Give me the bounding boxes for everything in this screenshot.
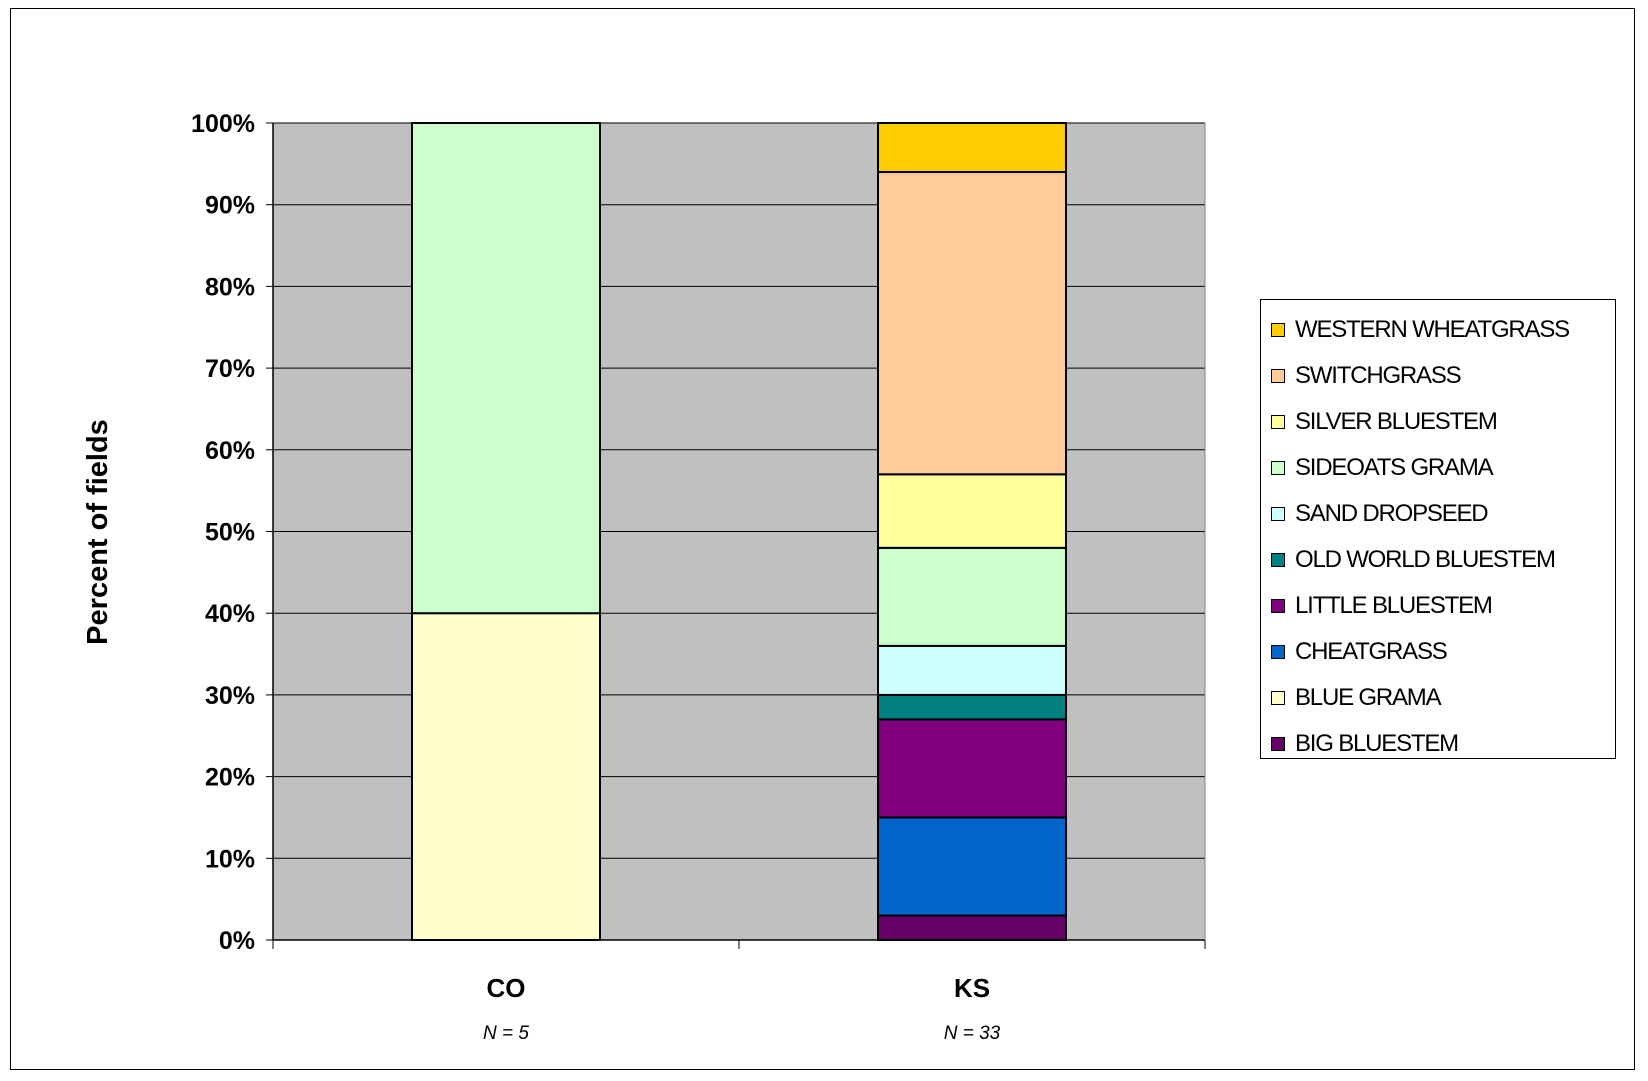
y-tick-label: 50% <box>205 519 255 547</box>
legend-label: BLUE GRAMA <box>1295 684 1442 711</box>
bar-segment-co-blue-grama <box>411 612 601 941</box>
legend-label: WESTERN WHEATGRASS <box>1295 316 1570 343</box>
sample-size-label: N = 5 <box>483 1023 529 1044</box>
bar-segment-ks-cheatgrass <box>877 816 1067 917</box>
legend-swatch <box>1271 691 1285 705</box>
legend-label: OLD WORLD BLUESTEM <box>1295 546 1556 573</box>
legend-swatch <box>1271 645 1285 659</box>
y-tick-label: 20% <box>205 764 255 792</box>
legend-swatch <box>1271 461 1285 475</box>
bars <box>411 122 1067 941</box>
legend-label: CHEATGRASS <box>1295 638 1448 665</box>
legend-item: WESTERN WHEATGRASS <box>1261 307 1615 353</box>
y-tick-label: 70% <box>205 355 255 383</box>
legend-swatch <box>1271 737 1285 751</box>
legend-swatch <box>1271 507 1285 521</box>
y-axis-title: Percent of fields <box>82 419 114 645</box>
legend-item: BLUE GRAMA <box>1261 675 1615 721</box>
legend-swatch <box>1271 599 1285 613</box>
axes <box>272 123 1206 949</box>
legend-item: SIDEOATS GRAMA <box>1261 445 1615 491</box>
y-tick-label: 10% <box>205 845 255 873</box>
legend-label: LITTLE BLUESTEM <box>1295 592 1493 619</box>
bar-segment-ks-switchgrass <box>877 171 1067 476</box>
bar-segment-ks-sideoats-grama <box>877 546 1067 647</box>
legend-item: SAND DROPSEED <box>1261 491 1615 537</box>
legend-swatch <box>1271 369 1285 383</box>
sample-size-label: N = 33 <box>944 1023 1001 1044</box>
x-category-labels: CO N = 5 KS N = 33 <box>483 973 1001 1044</box>
legend-item: CHEATGRASS <box>1261 629 1615 675</box>
legend-item: OLD WORLD BLUESTEM <box>1261 537 1615 583</box>
x-category-label: KS <box>954 973 990 1003</box>
bar-segment-ks-silver-bluestem <box>877 473 1067 549</box>
legend-label: SIDEOATS GRAMA <box>1295 454 1494 481</box>
bar-segment-ks-old-world-bluestem <box>877 693 1067 721</box>
y-tick-label: 60% <box>205 437 255 465</box>
x-category-label: CO <box>487 973 526 1003</box>
bar-segment-ks-sand-dropseed <box>877 644 1067 696</box>
bar-segment-ks-big-bluestem <box>877 914 1067 941</box>
legend-label: SWITCHGRASS <box>1295 362 1462 389</box>
y-tick-labels: 0% 10% 20% 30% 40% 50% 60% 70% 80% 90% 100% <box>191 110 255 955</box>
y-tick-label: 40% <box>205 600 255 628</box>
legend-label: SAND DROPSEED <box>1295 500 1489 527</box>
legend-item: LITTLE BLUESTEM <box>1261 583 1615 629</box>
legend-swatch <box>1271 323 1285 337</box>
legend-label: BIG BLUESTEM <box>1295 730 1459 757</box>
y-tick-label: 90% <box>205 192 255 220</box>
bar-segment-ks-little-bluestem <box>877 718 1067 819</box>
y-tick-label: 100% <box>191 110 255 138</box>
legend: WESTERN WHEATGRASS SWITCHGRASS SILVER BLUE… <box>1260 299 1616 759</box>
legend-label: SILVER BLUESTEM <box>1295 408 1498 435</box>
legend-item: SWITCHGRASS <box>1261 353 1615 399</box>
legend-item: BIG BLUESTEM <box>1261 721 1615 767</box>
legend-item: SILVER BLUESTEM <box>1261 399 1615 445</box>
bar-segment-ks-western-wheatgrass <box>877 122 1067 174</box>
y-tick-label: 30% <box>205 682 255 710</box>
y-tick-label: 0% <box>219 927 255 955</box>
legend-swatch <box>1271 415 1285 429</box>
y-tick-label: 80% <box>205 273 255 301</box>
legend-swatch <box>1271 553 1285 567</box>
bar-segment-co-sideoats-grama <box>411 122 601 615</box>
